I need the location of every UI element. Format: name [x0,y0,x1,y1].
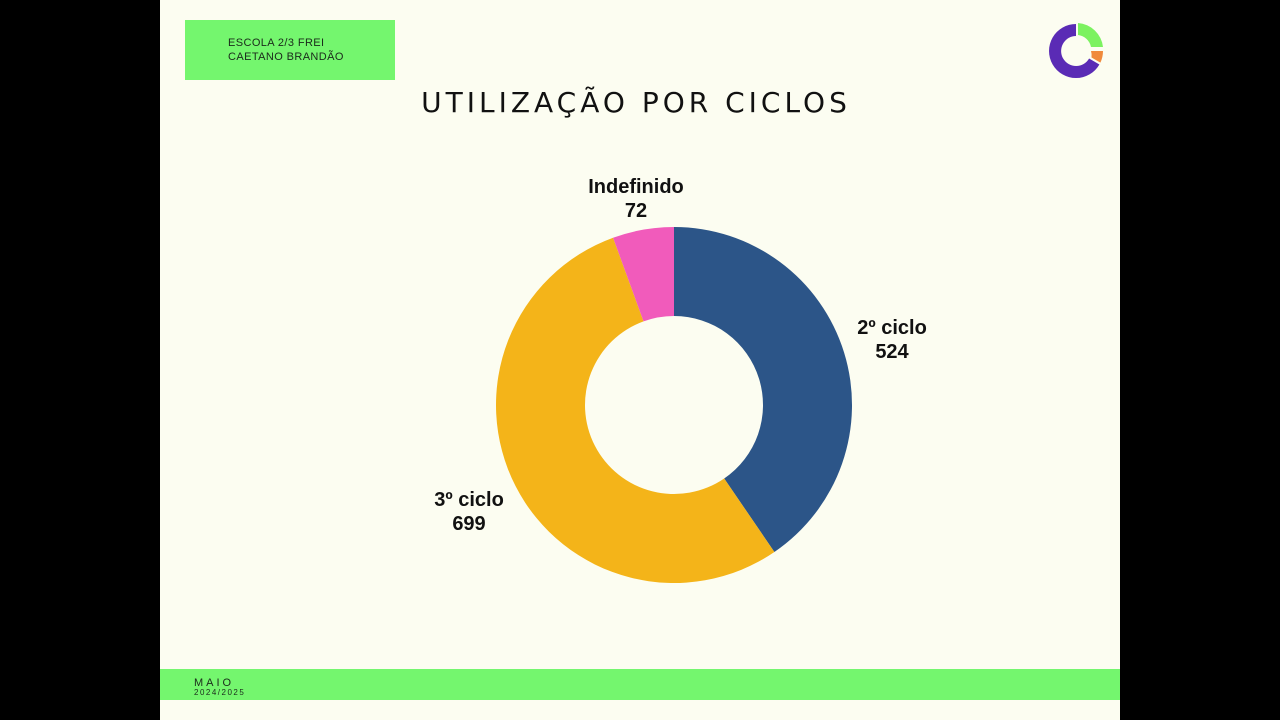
slice-label-1: 2º ciclo [857,317,927,339]
school-name-box: ESCOLA 2/3 FREI CAETANO BRANDÃO [185,20,395,80]
school-name-line1: ESCOLA 2/3 FREI [228,37,325,49]
donut-slice-1 [674,227,853,552]
slice-label-3: Indefinido [588,176,684,198]
logo-arc-orange [1091,51,1103,63]
donut-slice-3 [613,227,674,322]
slice-value-1: 524 [875,341,909,363]
footer-year: 2024/2025 [194,688,246,697]
donut-chart-logo-icon [1049,23,1103,78]
donut-slice-2 [496,237,775,583]
chart-title: UTILIZAÇÃO POR CICLOS [421,86,851,119]
slice-label-2: 3º ciclo [434,489,504,511]
logo-arc-green [1078,23,1103,47]
footer-bar: MAIO 2024/2025 [160,669,1120,700]
logo-arc-purple [1049,24,1100,78]
footer-month: MAIO [194,677,235,689]
school-name-line2: CAETANO BRANDÃO [228,51,344,63]
slice-value-2: 699 [452,513,485,535]
slide: ESCOLA 2/3 FREI CAETANO BRANDÃO UTILIZAÇ… [160,0,1120,720]
slice-value-3: 72 [625,200,647,222]
